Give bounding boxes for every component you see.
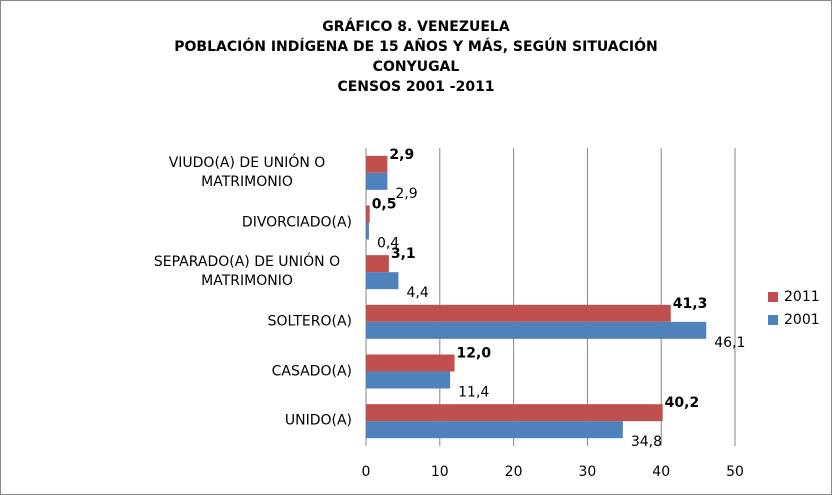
bar <box>366 321 707 339</box>
bar <box>366 371 451 389</box>
bar <box>366 272 399 290</box>
data-label: 34,8 <box>631 434 662 450</box>
y-tick-label: UNIDO(A) <box>284 412 352 429</box>
data-label: 4,4 <box>406 285 428 301</box>
chart-title: GRÁFICO 8. VENEZUELA <box>322 18 510 35</box>
data-label: 11,4 <box>458 385 489 401</box>
y-tick-label: DIVORCIADO(A) <box>241 214 352 230</box>
legend-label: 2011 <box>784 289 820 305</box>
bar <box>366 354 455 372</box>
x-tick-label: 10 <box>431 464 449 480</box>
legend-swatch <box>768 315 778 325</box>
y-tick-label: CASADO(A) <box>271 363 352 379</box>
bar <box>366 421 623 439</box>
x-tick-label: 20 <box>505 464 523 480</box>
bar <box>366 304 671 322</box>
bar <box>366 222 369 240</box>
data-label: 3,1 <box>391 246 416 262</box>
y-tick-label: SEPARADO(A) DE UNIÓN O MATRIMONIO <box>153 254 341 290</box>
x-tick-label: 40 <box>652 464 670 480</box>
data-label: 46,1 <box>714 335 745 351</box>
y-tick-label: SOLTERO(A) <box>267 313 352 330</box>
data-label: 40,2 <box>665 395 700 411</box>
bar <box>366 404 663 422</box>
chart-title: CENSOS 2001 -2011 <box>337 79 494 95</box>
x-tick-label: 30 <box>578 464 596 480</box>
chart-title: CONYUGAL <box>373 59 460 75</box>
data-label: 2,9 <box>395 186 417 202</box>
x-tick-label: 50 <box>726 464 744 480</box>
data-label: 0,5 <box>372 197 397 213</box>
data-label: 41,3 <box>673 296 708 312</box>
y-tick-label: VIUDO(A) DE UNIÓN O MATRIMONIO <box>168 154 326 190</box>
x-tick-label: 0 <box>362 464 371 480</box>
bar <box>366 172 388 190</box>
bar <box>366 255 389 273</box>
bar <box>366 155 388 173</box>
legend-swatch <box>768 292 778 302</box>
data-label: 12,0 <box>457 346 492 362</box>
bar <box>366 205 370 223</box>
legend-label: 2001 <box>784 312 820 328</box>
data-label: 0,4 <box>377 236 399 252</box>
data-label: 2,9 <box>389 147 414 163</box>
chart-title: POBLACIÓN INDÍGENA DE 15 AÑOS Y MÁS, SEG… <box>174 37 658 55</box>
